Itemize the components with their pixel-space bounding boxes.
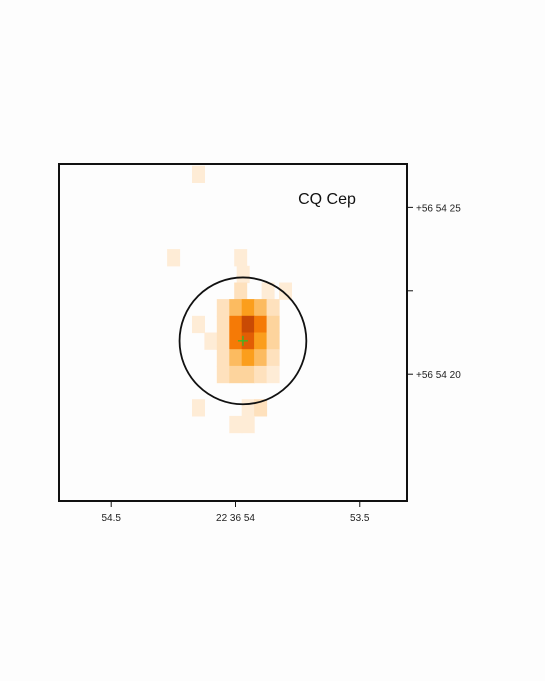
y-tick-label: +56 54 25 bbox=[416, 203, 461, 214]
image-pixel bbox=[254, 299, 268, 317]
source-region-circle bbox=[178, 276, 308, 406]
plot-frame bbox=[58, 163, 408, 502]
image-pixel bbox=[204, 332, 218, 350]
image-pixel bbox=[229, 315, 243, 334]
image-pixel bbox=[254, 365, 268, 384]
x-tick-label: 22 36 54 bbox=[216, 513, 255, 524]
image-pixel bbox=[241, 332, 255, 350]
image-pixel bbox=[192, 399, 205, 417]
image-pixel bbox=[266, 349, 280, 367]
image-pixel bbox=[254, 315, 268, 334]
image-pixel bbox=[241, 299, 255, 317]
image-pixel bbox=[229, 299, 243, 317]
image-pixel bbox=[229, 365, 243, 384]
image-pixel bbox=[266, 299, 280, 317]
image-pixel bbox=[216, 332, 230, 350]
image-pixel bbox=[266, 365, 280, 384]
image-pixel bbox=[216, 365, 230, 384]
image-pixel bbox=[216, 349, 230, 367]
image-pixel bbox=[241, 365, 255, 384]
image-pixel bbox=[192, 315, 205, 334]
chart-title: CQ Cep bbox=[298, 191, 356, 208]
image-pixel bbox=[279, 282, 292, 300]
image-pixel bbox=[254, 349, 268, 367]
image-pixel bbox=[254, 332, 268, 350]
image-pixel bbox=[167, 249, 181, 267]
image-pixel bbox=[266, 315, 280, 334]
image-pixel bbox=[229, 332, 243, 350]
image-pixel bbox=[261, 282, 275, 300]
image-pixel bbox=[241, 315, 255, 334]
image-pixel bbox=[241, 399, 255, 417]
y-tick-label: +56 54 20 bbox=[416, 370, 461, 381]
x-tick-label: 53.5 bbox=[350, 513, 370, 524]
image-pixels bbox=[167, 165, 292, 434]
image-pixel bbox=[192, 165, 205, 183]
image-pixel bbox=[229, 349, 243, 367]
x-tick-label: 54.5 bbox=[101, 513, 121, 524]
image-pixel bbox=[229, 415, 243, 434]
image-pixel bbox=[266, 332, 280, 350]
image-pixel bbox=[234, 249, 248, 267]
image-pixel bbox=[241, 349, 255, 367]
overlays bbox=[178, 276, 308, 406]
image-pixel bbox=[216, 299, 230, 317]
image-pixel bbox=[241, 415, 255, 434]
image-pixel bbox=[254, 399, 268, 417]
image-pixel bbox=[236, 265, 250, 284]
image-pixel bbox=[234, 282, 248, 300]
axis-ticks: 54.5 22 36 54 53.5 +56 54 25 +56 54 20 bbox=[101, 203, 461, 524]
image-pixel bbox=[216, 315, 230, 334]
